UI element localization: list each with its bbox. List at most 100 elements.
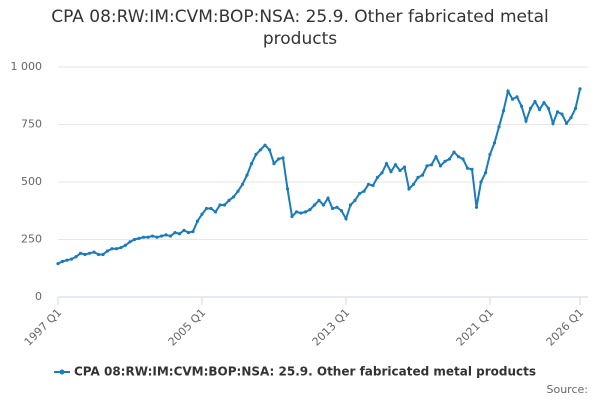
data-point bbox=[452, 150, 456, 154]
data-point bbox=[416, 175, 420, 179]
data-point bbox=[510, 97, 515, 101]
data-point bbox=[447, 157, 452, 161]
data-point bbox=[137, 236, 141, 240]
data-point bbox=[537, 107, 542, 112]
data-point bbox=[501, 109, 506, 113]
data-point bbox=[258, 148, 263, 152]
data-point bbox=[317, 198, 321, 202]
data-point bbox=[200, 212, 204, 216]
data-point bbox=[371, 183, 375, 188]
y-tick-label: 1 000 bbox=[11, 60, 43, 73]
data-point bbox=[546, 106, 551, 110]
data-point bbox=[357, 191, 362, 196]
data-point bbox=[83, 252, 87, 257]
data-point bbox=[528, 106, 533, 110]
y-tick-label: 0 bbox=[35, 290, 42, 303]
data-point bbox=[411, 182, 416, 186]
data-point bbox=[308, 208, 312, 212]
data-point bbox=[164, 233, 168, 237]
data-point bbox=[92, 250, 96, 254]
data-point bbox=[560, 112, 564, 116]
data-point bbox=[267, 148, 272, 152]
y-tick-label: 750 bbox=[21, 118, 42, 131]
data-point bbox=[425, 164, 429, 168]
data-point bbox=[56, 262, 60, 266]
x-tick-label: 2013 Q1 bbox=[310, 306, 353, 349]
data-point bbox=[542, 101, 546, 105]
data-point bbox=[474, 205, 479, 209]
data-point bbox=[456, 155, 461, 159]
data-point bbox=[195, 219, 200, 223]
data-point bbox=[330, 206, 335, 211]
data-point bbox=[168, 234, 173, 238]
data-point bbox=[177, 232, 182, 236]
data-point bbox=[321, 203, 326, 207]
data-point bbox=[344, 217, 348, 221]
data-point bbox=[245, 173, 249, 177]
legend-label: CPA 08:RW:IM:CVM:BOP:NSA: 25.9. Other fa… bbox=[74, 365, 536, 379]
data-point bbox=[146, 235, 150, 239]
data-point bbox=[285, 187, 290, 191]
data-point bbox=[407, 187, 411, 191]
y-tick-label: 500 bbox=[21, 175, 42, 188]
data-point bbox=[465, 166, 470, 170]
data-point bbox=[362, 189, 366, 193]
data-point bbox=[186, 231, 191, 235]
data-point bbox=[303, 210, 308, 214]
data-point bbox=[573, 106, 578, 110]
data-point bbox=[429, 163, 434, 167]
data-point bbox=[483, 171, 488, 175]
data-point bbox=[60, 259, 65, 263]
data-point bbox=[488, 152, 492, 156]
data-point bbox=[299, 211, 303, 215]
data-point bbox=[551, 121, 555, 125]
series-line bbox=[57, 88, 581, 265]
data-point bbox=[294, 210, 299, 214]
data-point bbox=[492, 141, 497, 145]
x-tick-label: 2021 Q1 bbox=[454, 306, 497, 349]
data-point bbox=[375, 175, 380, 179]
data-point bbox=[204, 206, 209, 211]
data-point bbox=[519, 104, 524, 108]
data-point bbox=[249, 162, 254, 166]
data-point bbox=[218, 203, 222, 207]
data-point bbox=[191, 229, 195, 234]
data-point bbox=[222, 203, 227, 207]
data-point bbox=[326, 196, 330, 200]
x-tick-label: 2005 Q1 bbox=[166, 306, 209, 349]
data-point bbox=[276, 157, 281, 161]
data-point bbox=[74, 255, 78, 259]
chart-title: CPA 08:RW:IM:CVM:BOP:NSA: 25.9. Other fa… bbox=[51, 7, 549, 49]
data-point bbox=[87, 251, 92, 255]
data-point bbox=[227, 198, 231, 202]
data-point bbox=[119, 245, 123, 250]
data-point bbox=[398, 168, 402, 173]
data-point bbox=[555, 110, 560, 114]
data-point bbox=[182, 228, 186, 232]
data-point bbox=[114, 247, 119, 251]
data-point bbox=[150, 234, 155, 238]
data-point bbox=[123, 243, 128, 247]
data-point bbox=[420, 173, 425, 177]
data-point bbox=[569, 116, 573, 120]
data-point bbox=[263, 143, 267, 147]
data-point bbox=[506, 89, 510, 93]
data-point bbox=[254, 152, 258, 156]
data-point bbox=[461, 157, 465, 161]
data-point bbox=[155, 235, 159, 239]
data-point bbox=[389, 170, 393, 174]
data-point bbox=[339, 209, 344, 213]
data-point bbox=[393, 163, 398, 167]
legend-marker bbox=[59, 369, 65, 375]
data-point bbox=[479, 180, 483, 184]
data-point bbox=[209, 206, 213, 211]
data-point bbox=[159, 234, 164, 238]
data-point bbox=[128, 240, 132, 244]
data-point bbox=[65, 258, 69, 262]
x-tick-label: 1997 Q1 bbox=[22, 306, 65, 349]
y-tick-label: 250 bbox=[21, 233, 42, 246]
data-point bbox=[240, 182, 245, 186]
data-point bbox=[281, 156, 285, 160]
data-point bbox=[272, 162, 276, 166]
data-point bbox=[213, 210, 218, 214]
